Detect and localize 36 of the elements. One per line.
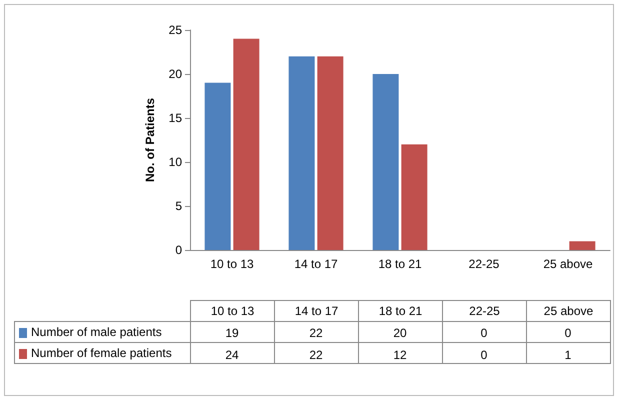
y-axis-title: No. of Patients	[143, 98, 157, 182]
x-tick-label: 22-25	[468, 257, 500, 271]
data-label: 0	[480, 348, 488, 362]
y-tick-label: 15	[168, 111, 182, 125]
category-label: 14 to 17	[294, 304, 338, 318]
data-label: 0	[480, 326, 488, 340]
bar	[288, 56, 315, 250]
data-label: 22	[309, 348, 323, 362]
bar	[372, 74, 399, 250]
data-label: 22	[309, 326, 323, 340]
legend-label: Number of female patients	[14, 342, 190, 364]
bar	[569, 241, 596, 250]
y-tick-label: 5	[175, 199, 182, 213]
category-label: 22-25	[469, 304, 500, 318]
x-tick-label: 10 to 13	[210, 257, 254, 271]
y-tick-label: 25	[168, 23, 182, 37]
data-label: 12	[393, 348, 407, 362]
data-label: 19	[225, 326, 239, 340]
bar	[401, 144, 428, 250]
y-tick-label: 10	[168, 155, 182, 169]
bar	[317, 56, 344, 250]
legend-label: Number of male patients	[14, 322, 190, 342]
category-label: 25 above	[544, 304, 594, 318]
category-label: 10 to 13	[210, 304, 254, 318]
x-tick-label: 25 above	[543, 257, 594, 271]
x-tick-label: 18 to 21	[378, 257, 422, 271]
bar	[233, 38, 260, 250]
bar	[204, 82, 231, 250]
x-tick-label: 14 to 17	[294, 257, 338, 271]
y-tick-label: 20	[168, 67, 182, 81]
y-tick-label: 0	[175, 243, 182, 257]
data-label: 20	[393, 326, 407, 340]
data-label: 24	[225, 348, 239, 362]
data-label: 1	[564, 348, 572, 362]
category-label: 18 to 21	[378, 304, 422, 318]
data-label: 0	[564, 326, 572, 340]
